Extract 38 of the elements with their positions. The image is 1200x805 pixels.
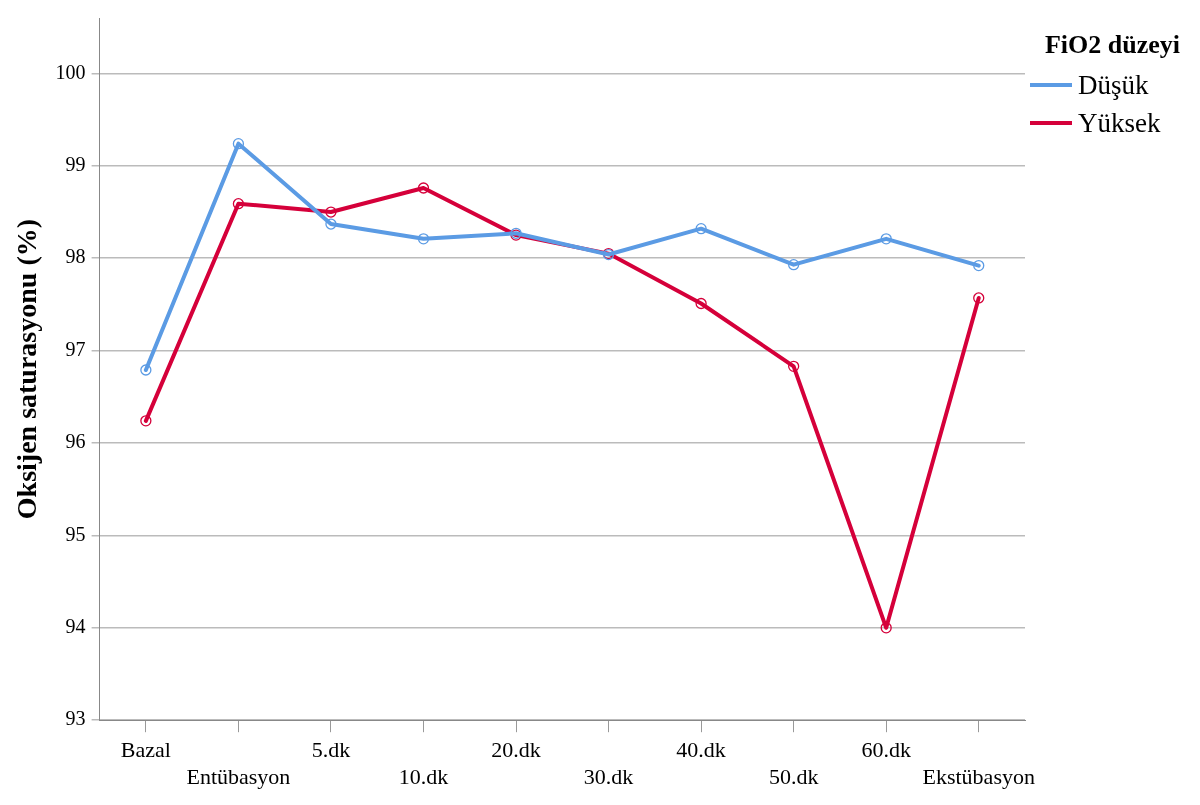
point <box>140 415 152 427</box>
y-tick-label: 93 <box>65 707 86 730</box>
point <box>417 233 430 245</box>
legend-title: FiO2 düzeyi <box>1043 30 1182 60</box>
point <box>973 259 985 272</box>
y-tick-label: 97 <box>65 337 86 360</box>
point <box>140 364 152 376</box>
x-tick-label: Ekstübasyon <box>922 763 1035 789</box>
point <box>325 206 337 218</box>
x-tick-label: 40.dk <box>676 737 726 763</box>
legend-label: Yüksek <box>1078 107 1161 139</box>
point <box>788 259 800 271</box>
x-tick-label: 5.dk <box>311 737 351 763</box>
y-axis-title: Oksijen saturasyonu (%) <box>11 218 43 520</box>
y-tick-label: 99 <box>65 153 86 176</box>
point <box>880 233 892 245</box>
y-tick-label: 100 <box>55 60 86 83</box>
y-tick-label: 98 <box>65 245 86 268</box>
point <box>880 622 892 634</box>
legend-label: Düşük <box>1078 69 1149 101</box>
point <box>695 297 707 310</box>
point <box>417 182 430 194</box>
x-tick-label: 20.dk <box>491 737 541 763</box>
x-tick-label: Entübasyon <box>186 763 291 789</box>
point <box>695 223 707 235</box>
point <box>325 218 337 230</box>
point <box>788 360 800 372</box>
y-tick-label: 96 <box>65 430 86 453</box>
point <box>232 138 245 150</box>
x-tick-label: 60.dk <box>861 737 911 763</box>
x-tick-label: 50.dk <box>768 763 819 789</box>
x-tick-label: 10.dk <box>398 763 449 789</box>
point <box>973 292 985 304</box>
y-tick-label: 94 <box>65 615 86 638</box>
x-tick-label: Bazal <box>120 737 171 763</box>
x-tick-label: 30.dk <box>583 763 634 789</box>
y-tick-label: 95 <box>65 522 86 545</box>
point <box>232 198 245 210</box>
